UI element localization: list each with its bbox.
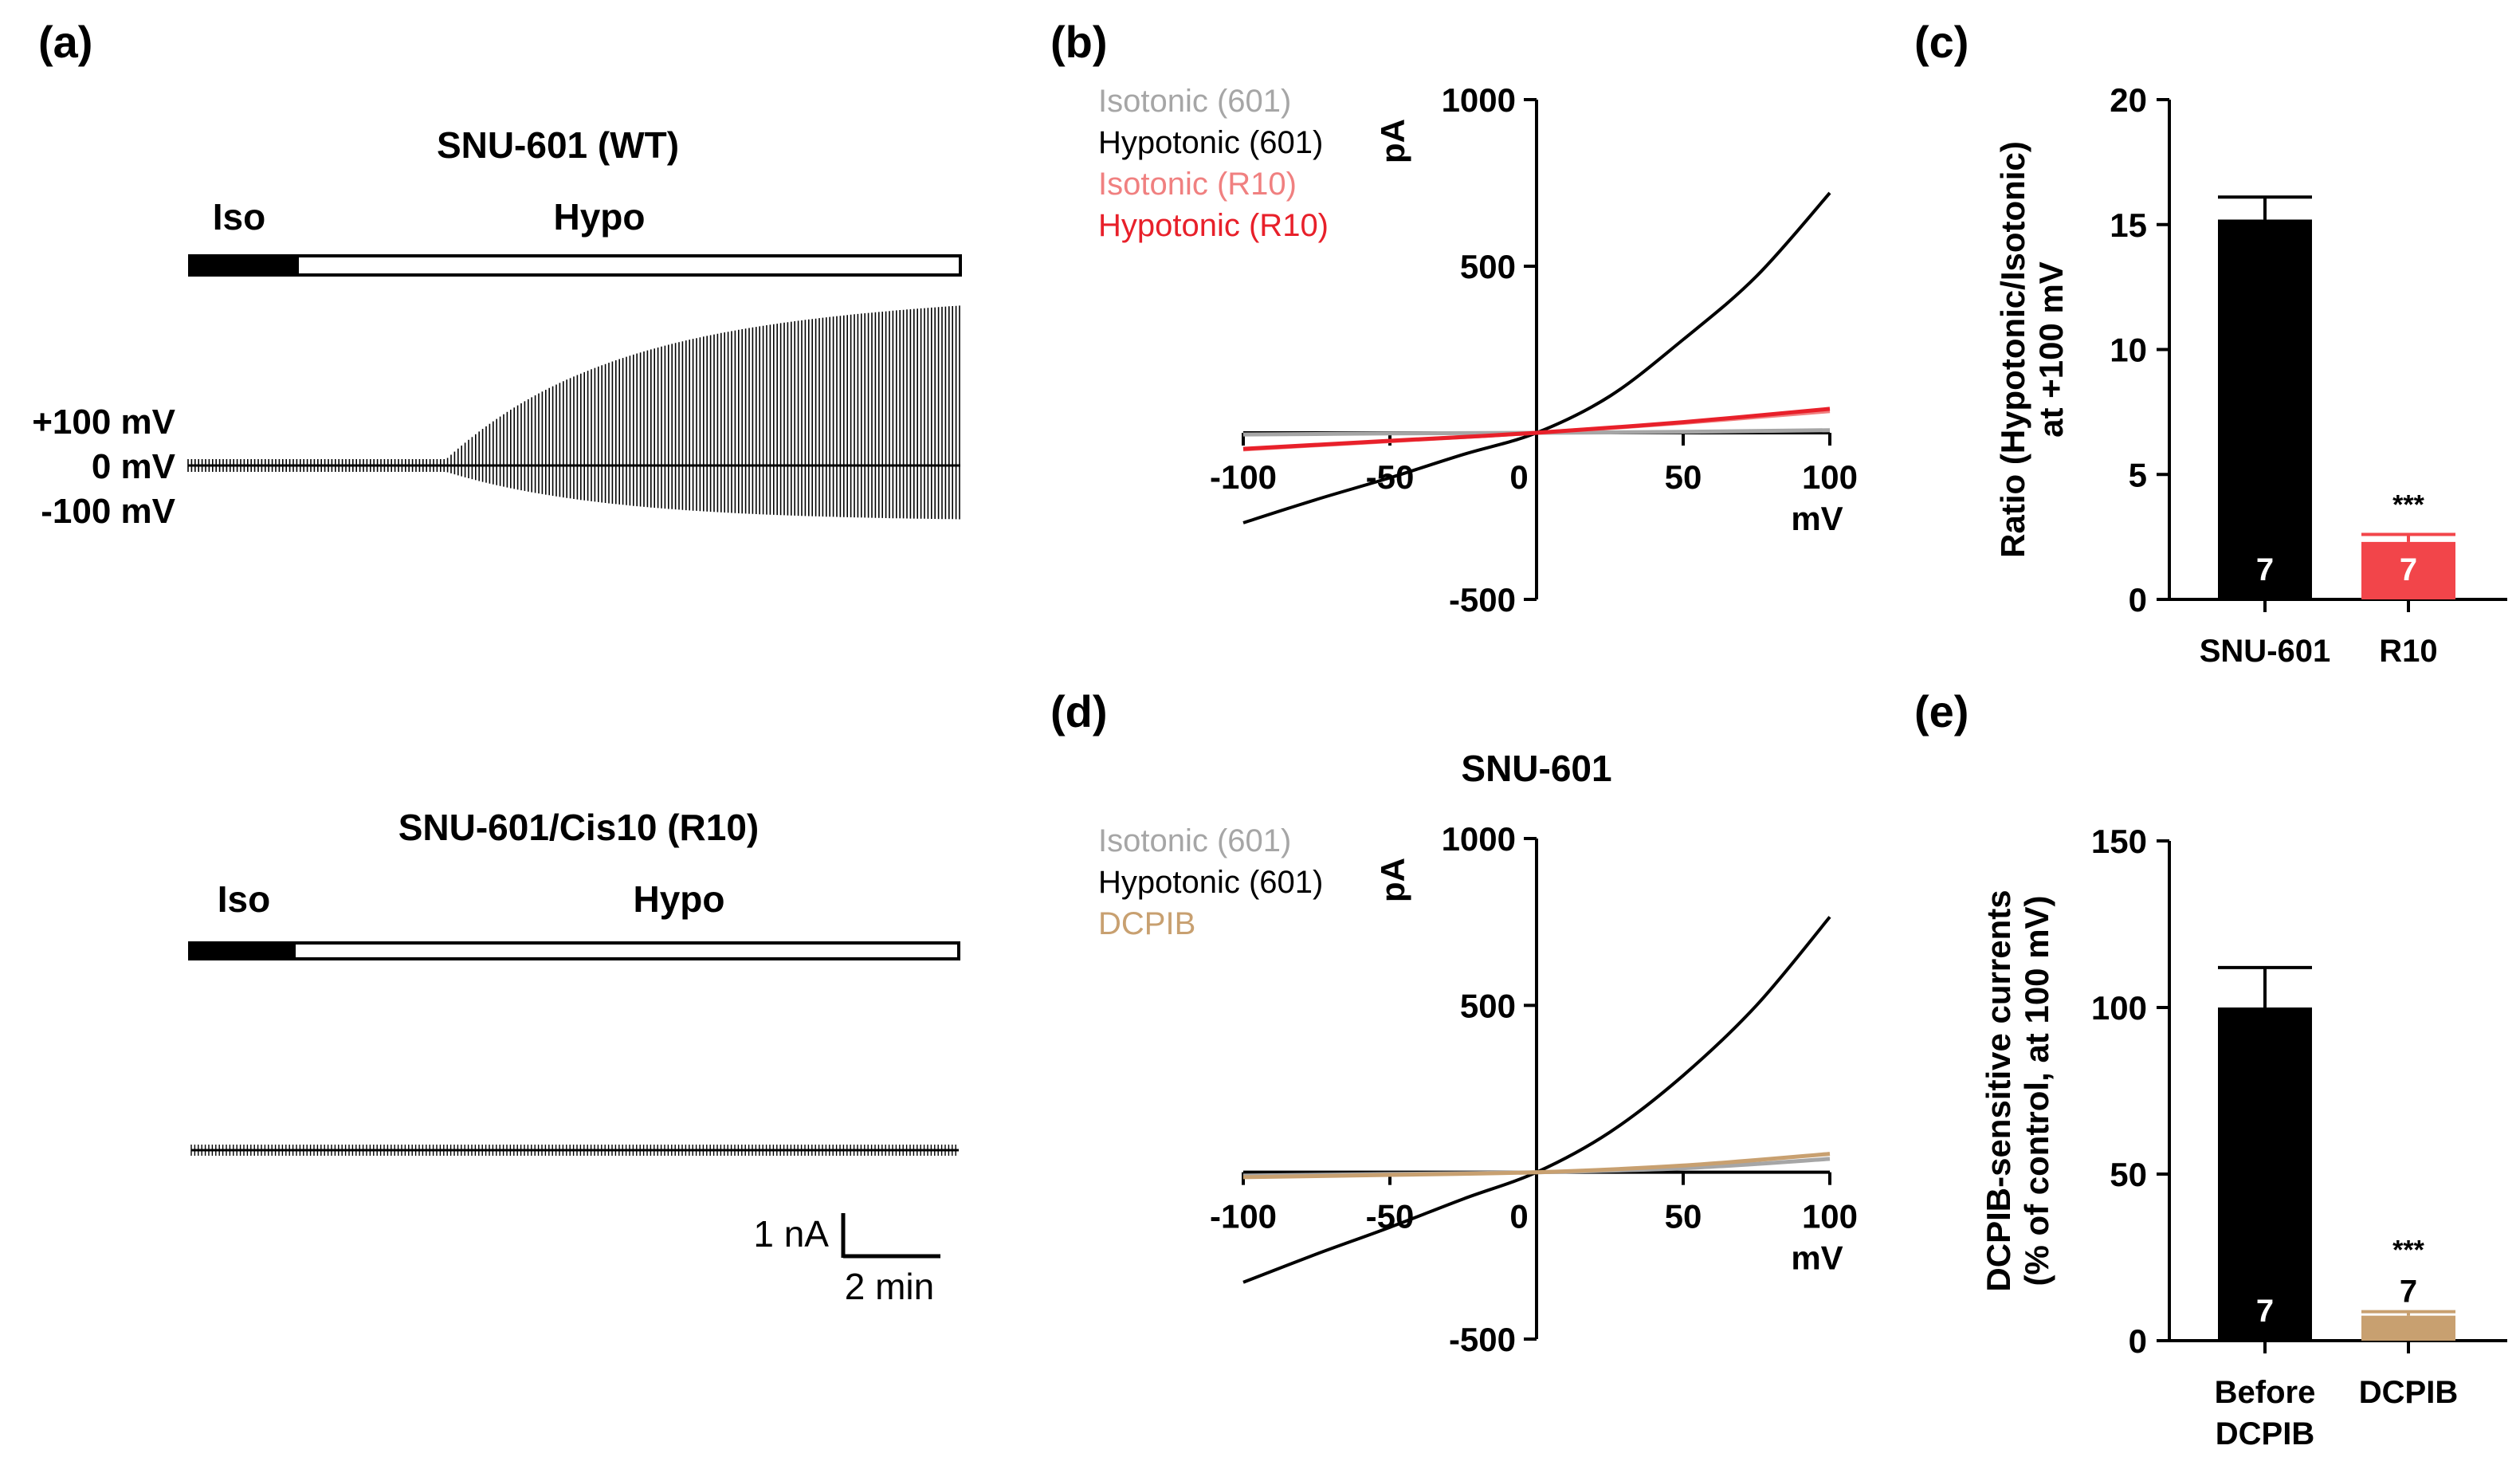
bar-chart-e: 0 50 100 150 DCPIB-sensitive currents(% of c…	[1980, 823, 2507, 1451]
x-tick-label: 0	[1509, 458, 1528, 496]
legend-entry-2: Hypotonic (601)	[1098, 125, 1323, 160]
y-tick-label: 50	[2110, 1156, 2147, 1193]
top-hypo-bar	[296, 254, 962, 277]
y-tick-label: 1000	[1442, 820, 1516, 858]
category-label: Before	[2215, 1375, 2316, 1410]
bar-chart-c: 0 5 10 15 20 Ratio (Hypotonic/Isotonic)at +10…	[1994, 81, 2507, 669]
category-label: DCPIB	[2359, 1375, 2458, 1410]
n-label: 7	[2400, 552, 2417, 587]
y-tick-label: 20	[2110, 81, 2147, 119]
category-label: SNU-601	[2200, 634, 2331, 669]
panel-e-letter: (e)	[1914, 686, 1969, 736]
y-axis-label-line: at +100 mV	[2032, 261, 2070, 438]
y-axis-label-line: DCPIB-sensitive currents	[1980, 890, 2017, 1291]
x-tick-label: 100	[1802, 458, 1858, 496]
y-tick-label: -500	[1449, 1321, 1516, 1358]
x-tick-label: 50	[1665, 458, 1702, 496]
top-current-trace	[187, 305, 960, 520]
category-label: DCPIB	[2216, 1416, 2314, 1451]
bar-2	[2361, 541, 2455, 599]
x-tick-label: -50	[1366, 1198, 1415, 1235]
y-tick-label: 5	[2129, 456, 2147, 493]
category-label: R10	[2379, 634, 2437, 669]
y-tick-label: 10	[2110, 332, 2147, 369]
significance-label: ***	[2392, 489, 2424, 520]
voltage-label-minus100: -100 mV	[41, 492, 175, 531]
x-tick-label: 100	[1802, 1198, 1858, 1235]
legend-entry-4: Hypotonic (R10)	[1098, 208, 1329, 243]
n-label: 7	[2256, 1294, 2274, 1329]
y-tick-label: 1000	[1442, 81, 1516, 119]
bar-1	[2218, 1007, 2312, 1341]
scale-bar: 1 nA 2 min	[753, 1213, 940, 1307]
y-tick-label: 0	[2129, 1322, 2147, 1360]
series-line-2	[1242, 916, 1831, 1284]
panel-a: (a) SNU-601 (WT) Iso Hypo +100 mV 0 mV -…	[32, 17, 962, 1307]
scale-bar-time: 2 min	[845, 1266, 934, 1307]
y-axis-label-line: Ratio (Hypotonic/Isotonic)	[1994, 141, 2031, 558]
y-axis-label-line: (% of control, at 100 mV)	[2018, 895, 2055, 1286]
legend-entry-2: Hypotonic (601)	[1098, 865, 1323, 900]
top-hypo-label: Hypo	[554, 196, 646, 238]
bottom-current-trace	[190, 1145, 959, 1156]
bar-1	[2218, 219, 2312, 599]
panel-a-letter: (a)	[38, 17, 92, 67]
panel-d-letter: (d)	[1050, 686, 1108, 736]
bottom-hypo-label: Hypo	[634, 878, 725, 920]
y-tick-label: 0	[2129, 581, 2147, 619]
y-axis-label: DCPIB-sensitive currents(% of control, a…	[1980, 890, 2055, 1291]
bottom-iso-bar	[188, 941, 294, 960]
y-tick-label: 100	[2091, 989, 2147, 1027]
bottom-hypo-bar	[292, 941, 960, 960]
x-tick-label: 50	[1665, 1198, 1702, 1235]
voltage-label-plus100: +100 mV	[32, 403, 175, 442]
x-tick-label: 0	[1509, 1198, 1528, 1235]
legend-entry-3: DCPIB	[1098, 906, 1195, 941]
y-tick-label: -500	[1449, 581, 1516, 619]
bottom-trace-title: SNU-601/Cis10 (R10)	[398, 807, 760, 848]
legend-entry-3: Isotonic (R10)	[1098, 167, 1297, 202]
series-line-2	[1242, 191, 1831, 524]
legend-entry-1: Isotonic (601)	[1098, 823, 1291, 858]
x-axis-label: mV	[1791, 500, 1843, 537]
y-tick-label: 150	[2091, 823, 2147, 860]
y-axis-label: Ratio (Hypotonic/Isotonic)at +100 mV	[1994, 141, 2070, 558]
top-iso-bar	[188, 254, 297, 277]
y-axis-label: pA	[1374, 858, 1411, 902]
y-tick-label: 500	[1460, 248, 1516, 285]
panel-b-letter: (b)	[1050, 17, 1108, 67]
top-iso-label: Iso	[213, 196, 265, 238]
y-tick-label: 15	[2110, 206, 2147, 244]
legend-entry-1: Isotonic (601)	[1098, 84, 1291, 119]
scale-bar-current: 1 nA	[753, 1213, 829, 1255]
series-line-3	[1242, 1152, 1831, 1180]
top-trace-title: SNU-601 (WT)	[437, 124, 679, 166]
y-tick-label: 500	[1460, 987, 1516, 1024]
y-axis-label: pA	[1374, 119, 1411, 163]
bottom-iso-label: Iso	[218, 878, 270, 920]
panel-c-letter: (c)	[1914, 17, 1969, 67]
series-line-4	[1242, 407, 1831, 451]
n-label: 7	[2256, 552, 2274, 587]
x-tick-label: -100	[1210, 1198, 1277, 1235]
bar-2	[2361, 1315, 2455, 1341]
x-axis-label: mV	[1791, 1239, 1843, 1277]
x-tick-label: -100	[1210, 458, 1277, 496]
voltage-label-0: 0 mV	[92, 447, 176, 486]
n-label: 7	[2400, 1275, 2417, 1310]
significance-label: ***	[2392, 1235, 2424, 1266]
chart-title: SNU-601	[1461, 748, 1611, 789]
